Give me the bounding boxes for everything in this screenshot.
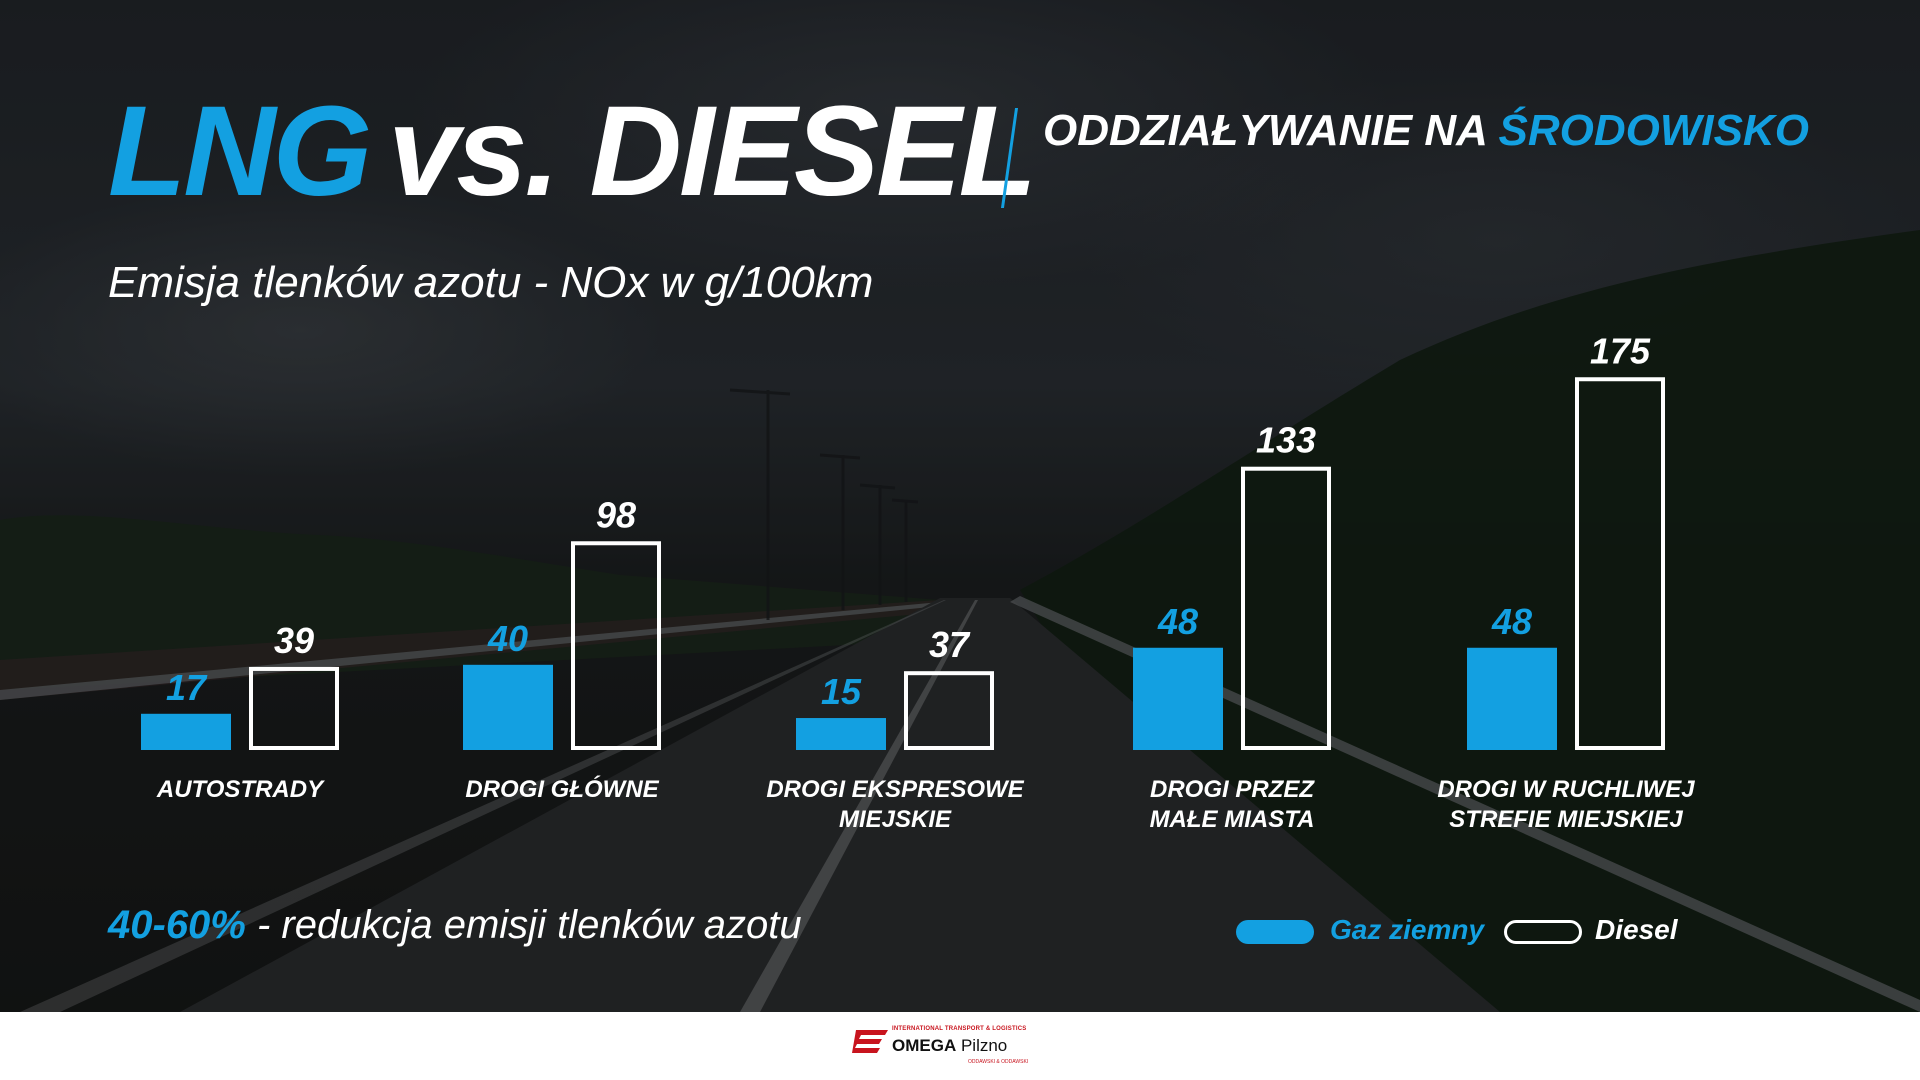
category-label-line: MAŁE MIASTA [1149,806,1315,833]
title-lng: LNG [108,80,372,223]
category-label-0: AUTOSTRADY [70,775,410,805]
header-accent: ŚRODOWISKO [1498,106,1809,155]
logo-name: OMEGA Pilzno [892,1036,1007,1056]
category-label-line: STREFIE MIEJSKIEJ [1449,806,1683,833]
value-label-diesel-3: 133 [1256,420,1316,461]
bar-gas-2 [796,718,886,750]
logo-owners: ODDAWSKI & ODDAWSKI [968,1059,1029,1065]
value-label-diesel-1: 98 [596,494,636,535]
category-label-4: DROGI W RUCHLIWEJ STREFIE MIEJSKIEJ [1396,775,1736,835]
legend-diesel-label: Diesel [1595,914,1678,945]
bar-diesel-1 [571,541,661,751]
footnote: 40-60% - redukcja emisji tlenków azotu [108,903,802,948]
value-label-diesel-0: 39 [274,620,314,661]
omega-pilzno-logo: INTERNATIONAL TRANSPORT & LOGISTICS OMEG… [852,1024,1066,1068]
header-prefix: ODDZIAŁYWANIE NA [1043,106,1499,155]
value-label-gas-3: 48 [1157,601,1198,642]
legend-gas-swatch [1236,920,1314,944]
bar-gas-4 [1467,647,1557,750]
bar-diesel-0 [249,666,339,750]
value-label-gas-1: 40 [487,618,528,659]
value-label-diesel-2: 37 [929,624,971,665]
bar-diesel-3 [1241,466,1331,750]
header-subtitle: ODDZIAŁYWANIE NA ŚRODOWISKO [1043,106,1809,156]
bar-gas-3 [1133,647,1223,750]
infographic-panel: LNG vs. DIESEL ODDZIAŁYWANIE NA ŚRODOWIS… [0,0,1920,1012]
logo-name-bold: OMEGA [892,1036,957,1055]
nox-bar-chart: 17 39 40 98 15 37 48 133 48 175 [141,330,1665,751]
bar-gas-1 [463,664,553,750]
category-label-line: DROGI GŁÓWNE [465,776,659,803]
footnote-text: - redukcja emisji tlenków azotu [245,903,802,947]
bar-gas-0 [141,713,231,750]
category-label-line: MIEJSKIE [838,806,952,833]
value-label-diesel-4: 175 [1590,330,1651,371]
road-background [0,0,1920,1012]
value-label-gas-0: 17 [166,667,208,708]
logo-name-rest: Pilzno [956,1036,1008,1055]
category-label-line: AUTOSTRADY [156,776,324,803]
bar-diesel-2 [904,671,994,750]
omega-logo-mark-icon [852,1030,888,1053]
category-label-line: DROGI EKSPRESOWE [766,776,1024,803]
value-label-gas-2: 15 [821,671,862,712]
value-label-gas-4: 48 [1491,601,1532,642]
category-label-3: DROGI PRZEZ MAŁE MIASTA [1062,775,1402,835]
logo-tagline: INTERNATIONAL TRANSPORT & LOGISTICS [892,1026,1027,1032]
bar-diesel-4 [1575,377,1665,750]
chart-subtitle: Emisja tlenków azotu - NOx w g/100km [108,258,874,307]
legend-diesel-swatch [1504,920,1582,944]
category-label-1: DROGI GŁÓWNE [392,775,732,805]
category-label-2: DROGI EKSPRESOWE MIEJSKIE [725,775,1065,835]
title-vs-diesel: vs. DIESEL [388,80,1037,223]
category-label-line: DROGI PRZEZ [1149,776,1314,803]
legend-gas-label: Gaz ziemny [1330,914,1485,945]
category-label-line: DROGI W RUCHLIWEJ [1437,776,1695,803]
footnote-accent: 40-60% [108,903,246,947]
